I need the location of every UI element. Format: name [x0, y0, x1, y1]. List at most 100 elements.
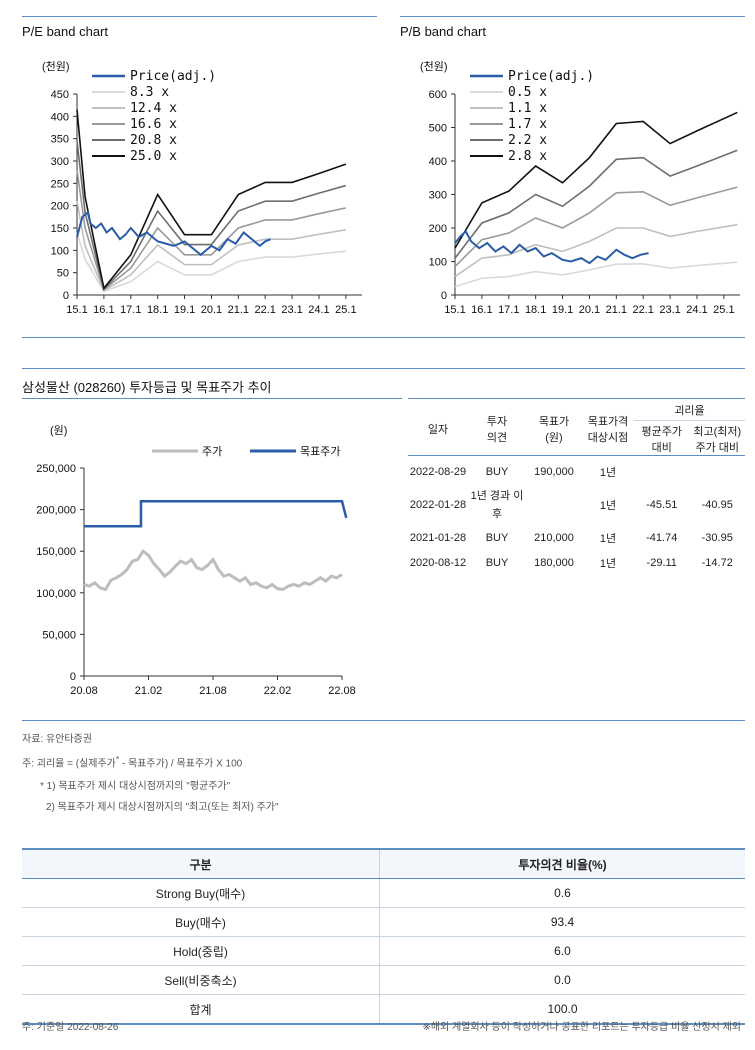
- rating-section-title: 삼성물산 (028260) 투자등급 및 목표주가 추이: [22, 380, 272, 395]
- pe-band-line-1: [76, 232, 346, 293]
- pe-y-tick-label: 100: [51, 245, 69, 257]
- table-row: 2021-01-28 BUY 210,000 1년 -41.74 -30.95: [409, 531, 733, 545]
- hdr-opinion: 투자 의견: [486, 415, 508, 444]
- pe-y-tick-label: 300: [51, 156, 69, 168]
- tg-x-tick-label: 22.02: [264, 685, 292, 697]
- pb-unit-label: (천원): [420, 59, 448, 73]
- tg-legend-label: 목표주가: [300, 445, 340, 458]
- pe-x-tick-label: 19.1: [174, 304, 195, 316]
- pe-band-chart: (천원) 450 400 350 300 250 200 150 100 50 0 15.1 16.1…: [42, 59, 362, 316]
- section-divider-bottom: [22, 720, 745, 721]
- pe-legend-label: Price(adj.): [130, 69, 216, 84]
- target-unit-label: (원): [50, 424, 67, 437]
- dist-hdr-category: 구분: [22, 848, 380, 879]
- pe-band-line-4: [76, 140, 347, 291]
- pe-x-tick-label: 24.1: [308, 304, 329, 316]
- pb-x-tick-label: 21.1: [606, 304, 627, 316]
- pe-y-tick-label: 350: [51, 134, 69, 146]
- pb-x-tick-label: 20.1: [579, 304, 600, 316]
- pb-band-line-5: [454, 111, 738, 249]
- pe-unit-label: (천원): [42, 59, 70, 73]
- hdr-date: 일자: [427, 423, 449, 436]
- footer-exclusion-note: ※해외 계열회사 등이 작성하거나 공표한 리포트는 투자등급 비율 산정시 제…: [422, 1022, 741, 1033]
- tg-x-tick-label: 22.08: [328, 685, 356, 697]
- pe-band-line-2: [76, 201, 346, 292]
- tg-legend-label: 주가: [202, 445, 222, 458]
- table-row: Strong Buy(매수) 0.6: [22, 878, 745, 908]
- pe-y-tick-label: 200: [51, 201, 69, 213]
- tg-y-tick-label: 150,000: [36, 546, 76, 558]
- pe-x-tick-label: 17.1: [120, 304, 141, 316]
- pb-legend-label: 2.8 x: [508, 149, 547, 164]
- tg-y-tick-label: 250,000: [36, 463, 76, 475]
- pe-y-tick-label: 250: [51, 178, 69, 190]
- pb-y-tick-label: 400: [429, 156, 447, 168]
- tg-x-tick-label: 20.08: [70, 685, 98, 697]
- pb-y-tick-label: 200: [429, 223, 447, 235]
- pb-x-tick-label: 24.1: [686, 304, 707, 316]
- pb-price-line: [454, 229, 649, 265]
- pe-price-line: [76, 210, 271, 257]
- tg-x-tick-label: 21.08: [199, 685, 227, 697]
- pe-chart-title: P/E band chart: [22, 24, 108, 39]
- pb-top-rule: [400, 16, 745, 17]
- pe-y-tick-label: 50: [57, 268, 69, 280]
- table-row: 2022-08-29 BUY 190,000 1년: [409, 465, 617, 479]
- pe-legend-label: 20.8 x: [130, 133, 177, 148]
- tg-y-tick-label: 0: [70, 671, 76, 683]
- pb-y-tick-label: 0: [441, 290, 447, 302]
- tg-x-tick-label: 21.02: [135, 685, 163, 697]
- dist-hdr-ratio: 투자의견 비율(%): [379, 848, 745, 879]
- pe-x-tick-label: 25.1: [335, 304, 356, 316]
- pe-x-tick-label: 18.1: [147, 304, 168, 316]
- pe-y-tick-label: 0: [63, 290, 69, 302]
- formula-note: 주: 괴리율 = (실제주가* - 목표주가) / 목표주가 X 100: [22, 754, 243, 770]
- hdr-period: 목표가격 대상시점: [587, 415, 629, 444]
- hdr-gap: 괴리율 평균주가 대비 최고(최저) 주가 대비: [634, 402, 745, 456]
- pb-y-tick-label: 100: [429, 257, 447, 269]
- pe-x-tick-label: 21.1: [228, 304, 249, 316]
- pb-legend-label: 1.7 x: [508, 117, 547, 132]
- opinion-distribution-table: 구분 투자의견 비율(%) Strong Buy(매수) 0.6 Buy(매수) 9…: [22, 848, 745, 1025]
- pe-y-tick-label: 400: [51, 111, 69, 123]
- pb-legend-label: 2.2 x: [508, 133, 547, 148]
- table-row: 2020-08-12 BUY 180,000 1년 -29.11 -14.72: [409, 556, 733, 570]
- pe-legend-label: 12.4 x: [130, 101, 177, 116]
- table-row: Buy(매수) 93.4: [22, 907, 745, 937]
- section-divider-top: [22, 337, 745, 338]
- pb-x-tick-label: 25.1: [713, 304, 734, 316]
- pe-legend-label: 8.3 x: [130, 85, 169, 100]
- tg-stock-price-line: [83, 549, 343, 592]
- pb-legend-label: Price(adj.): [508, 69, 594, 84]
- table-row: Hold(중립) 6.0: [22, 936, 745, 966]
- pb-x-tick-label: 22.1: [632, 304, 653, 316]
- history-table-top-rule: [408, 398, 745, 399]
- pb-band-chart: (천원) 600 500 400 300 200 100 0 15.1 16.1 17.1 18.1…: [420, 59, 740, 316]
- table-row: Sell(비중축소) 0.0: [22, 965, 745, 995]
- pb-x-tick-label: 17.1: [498, 304, 519, 316]
- pe-y-tick-label: 150: [51, 223, 69, 235]
- pb-x-tick-label: 19.1: [552, 304, 573, 316]
- pe-x-tick-label: 15.1: [66, 304, 87, 316]
- pb-x-tick-label: 15.1: [444, 304, 465, 316]
- pb-x-tick-label: 16.1: [471, 304, 492, 316]
- pe-band-line-5: [76, 109, 347, 291]
- rating-history-table: 일자 투자 의견 목표가 (원) 목표가격 대상시점 괴리율 평균주가 대비 최고(최저…: [408, 402, 745, 574]
- pb-y-tick-label: 500: [429, 123, 447, 135]
- pb-x-tick-label: 23.1: [659, 304, 680, 316]
- table-row-total: 합계 100.0: [22, 994, 745, 1025]
- note-2: 2) 목표주가 제시 대상시점까지의 "최고(또는 최저) 주가": [46, 802, 279, 813]
- pb-legend-label: 0.5 x: [508, 85, 547, 100]
- section-title-rule: [22, 368, 745, 369]
- target-price-chart: (원) 주가 목표주가 250,000 200,000 150,000 100,000 5…: [36, 424, 356, 697]
- pe-legend-label: 16.6 x: [130, 117, 177, 132]
- table-row: 2022-01-28 1년 경과 이후 1년 -45.51 -40.95: [409, 489, 733, 520]
- pe-x-tick-label: 20.1: [201, 304, 222, 316]
- pe-legend-label: 25.0 x: [130, 149, 177, 164]
- pb-chart-title: P/B band chart: [400, 24, 486, 39]
- pb-band-line-1: [454, 261, 738, 288]
- note-1: * 1) 목표주가 제시 대상시점까지의 "평균주가": [40, 781, 231, 792]
- pe-y-tick-label: 450: [51, 89, 69, 101]
- tg-target-price-line: [84, 500, 348, 528]
- pb-x-tick-label: 18.1: [525, 304, 546, 316]
